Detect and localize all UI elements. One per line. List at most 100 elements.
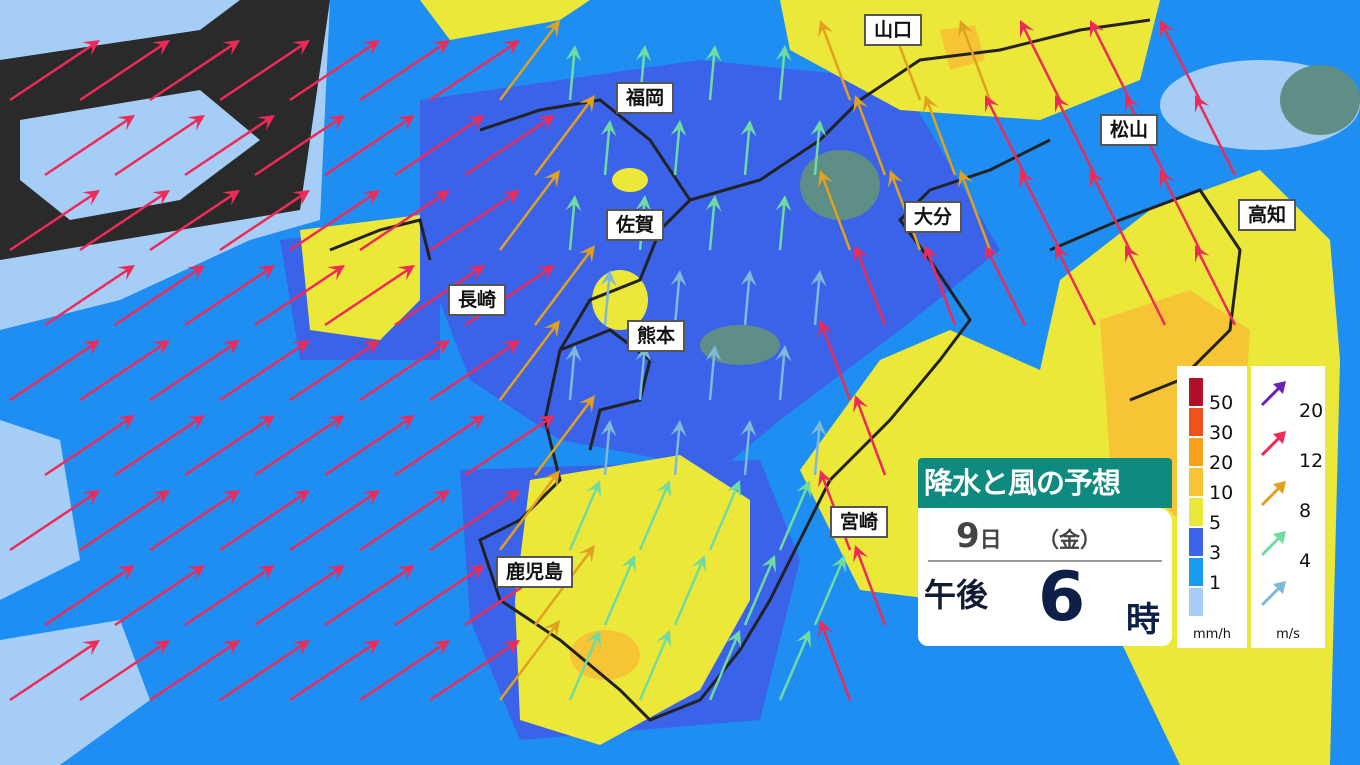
wind-arrow xyxy=(534,545,595,626)
wind-arrow xyxy=(740,120,757,176)
rain-swatch xyxy=(1189,588,1203,616)
wind-arrow xyxy=(9,190,100,252)
wind-arrow xyxy=(219,40,310,102)
wind-arrow xyxy=(818,170,852,251)
wind-arrow xyxy=(853,245,887,326)
gray-areas xyxy=(700,65,1360,365)
wind-arrow xyxy=(9,340,100,402)
forecast-period: 午後 xyxy=(924,576,989,614)
wind-arrow xyxy=(219,190,310,252)
wind-arrow xyxy=(9,40,100,102)
wind-arrow xyxy=(359,190,450,252)
wind-arrow-icon xyxy=(1260,431,1286,457)
forecast-date: 9日 xyxy=(956,516,1002,556)
wind-arrow xyxy=(778,630,812,701)
wind-arrow-icon xyxy=(1260,581,1286,607)
city-label-fukuoka: 福岡 xyxy=(616,82,675,114)
forecast-weekday: （金） xyxy=(1038,528,1101,552)
rain-level-label: 50 xyxy=(1209,392,1234,414)
wind-arrow-icon xyxy=(1260,481,1286,507)
wind-arrow xyxy=(324,265,415,327)
wind-arrow xyxy=(534,245,595,326)
wind-arrow xyxy=(565,45,582,101)
city-label-kochi: 高知 xyxy=(1238,199,1297,231)
wind-arrow xyxy=(705,45,722,101)
forecast-day: 9 xyxy=(956,516,980,556)
wind-arrow xyxy=(44,565,135,627)
wind-arrow xyxy=(985,245,1027,326)
wind-arrow xyxy=(429,340,520,402)
wind-level-label: 4 xyxy=(1299,550,1312,572)
wind-arrow xyxy=(149,640,240,702)
wind-arrow xyxy=(743,555,777,626)
wind-arrow xyxy=(705,345,722,401)
wind-arrow xyxy=(740,420,757,476)
wind-arrow xyxy=(1020,170,1062,251)
wind-arrow xyxy=(810,120,827,176)
wind-arrow xyxy=(289,490,380,552)
wind-arrow-icon xyxy=(1260,531,1286,557)
wind-arrow xyxy=(79,340,170,402)
wind-unit: m/s xyxy=(1276,627,1300,642)
wind-arrow xyxy=(565,195,582,251)
wind-arrow xyxy=(1195,245,1237,326)
wind-arrow xyxy=(149,40,240,102)
wind-arrow xyxy=(673,555,707,626)
wind-arrow xyxy=(499,170,560,251)
wind-arrow xyxy=(499,20,560,101)
rain-swatch xyxy=(1189,378,1203,406)
wind-arrow xyxy=(359,40,450,102)
divider xyxy=(928,560,1162,562)
city-label-nagasaki: 長崎 xyxy=(448,284,507,316)
forecast-hour: 6 xyxy=(1038,558,1086,637)
rain-legend: mm/h 50 30 20 10 5 3 1 xyxy=(1177,366,1247,648)
wind-arrow xyxy=(149,490,240,552)
wind-arrow xyxy=(394,115,485,177)
rain-level-label: 1 xyxy=(1209,572,1222,594)
rain-swatch xyxy=(1189,528,1203,556)
wind-arrow xyxy=(853,395,887,476)
wind-arrow xyxy=(289,40,380,102)
wind-arrow xyxy=(289,340,380,402)
wind-arrow xyxy=(775,195,792,251)
wind-arrows xyxy=(9,20,1237,702)
wind-arrow xyxy=(1055,245,1097,326)
forecast-time-panel: 9日 （金） 午後 6 時 xyxy=(918,508,1172,646)
wind-arrow xyxy=(600,420,617,476)
wind-arrow xyxy=(958,20,992,101)
wind-arrow xyxy=(670,270,687,326)
wind-arrow xyxy=(565,345,582,401)
wind-arrow xyxy=(359,640,450,702)
wind-arrow xyxy=(638,630,672,701)
city-label-yamaguchi: 山口 xyxy=(864,14,923,46)
wind-arrow xyxy=(1195,95,1237,176)
wind-arrow xyxy=(184,115,275,177)
wind-arrow xyxy=(394,565,485,627)
wind-arrow xyxy=(254,115,345,177)
wind-arrow xyxy=(184,415,275,477)
forecast-hour-suffix: 時 xyxy=(1126,600,1160,640)
wind-arrow xyxy=(1020,20,1062,101)
wind-arrow xyxy=(1090,20,1132,101)
city-label-saga: 佐賀 xyxy=(606,209,665,241)
wind-arrow xyxy=(600,120,617,176)
wind-arrow xyxy=(429,640,520,702)
wind-arrow xyxy=(429,40,520,102)
wind-arrow xyxy=(254,265,345,327)
wind-arrow xyxy=(499,320,560,401)
wind-arrow xyxy=(149,340,240,402)
wind-arrow xyxy=(740,270,757,326)
wind-arrow xyxy=(853,95,887,176)
wind-arrow xyxy=(635,345,652,401)
wind-arrow xyxy=(114,265,205,327)
wind-arrow xyxy=(568,480,602,551)
city-label-oita: 大分 xyxy=(904,201,963,233)
wind-arrow xyxy=(114,565,205,627)
rain-level-label: 20 xyxy=(1209,452,1234,474)
wind-arrow xyxy=(79,190,170,252)
wind-arrow xyxy=(499,470,560,551)
city-label-miyazaki: 宮崎 xyxy=(830,506,889,538)
city-label-kumamoto: 熊本 xyxy=(627,320,686,352)
wind-arrow xyxy=(149,190,240,252)
wind-arrow xyxy=(394,415,485,477)
